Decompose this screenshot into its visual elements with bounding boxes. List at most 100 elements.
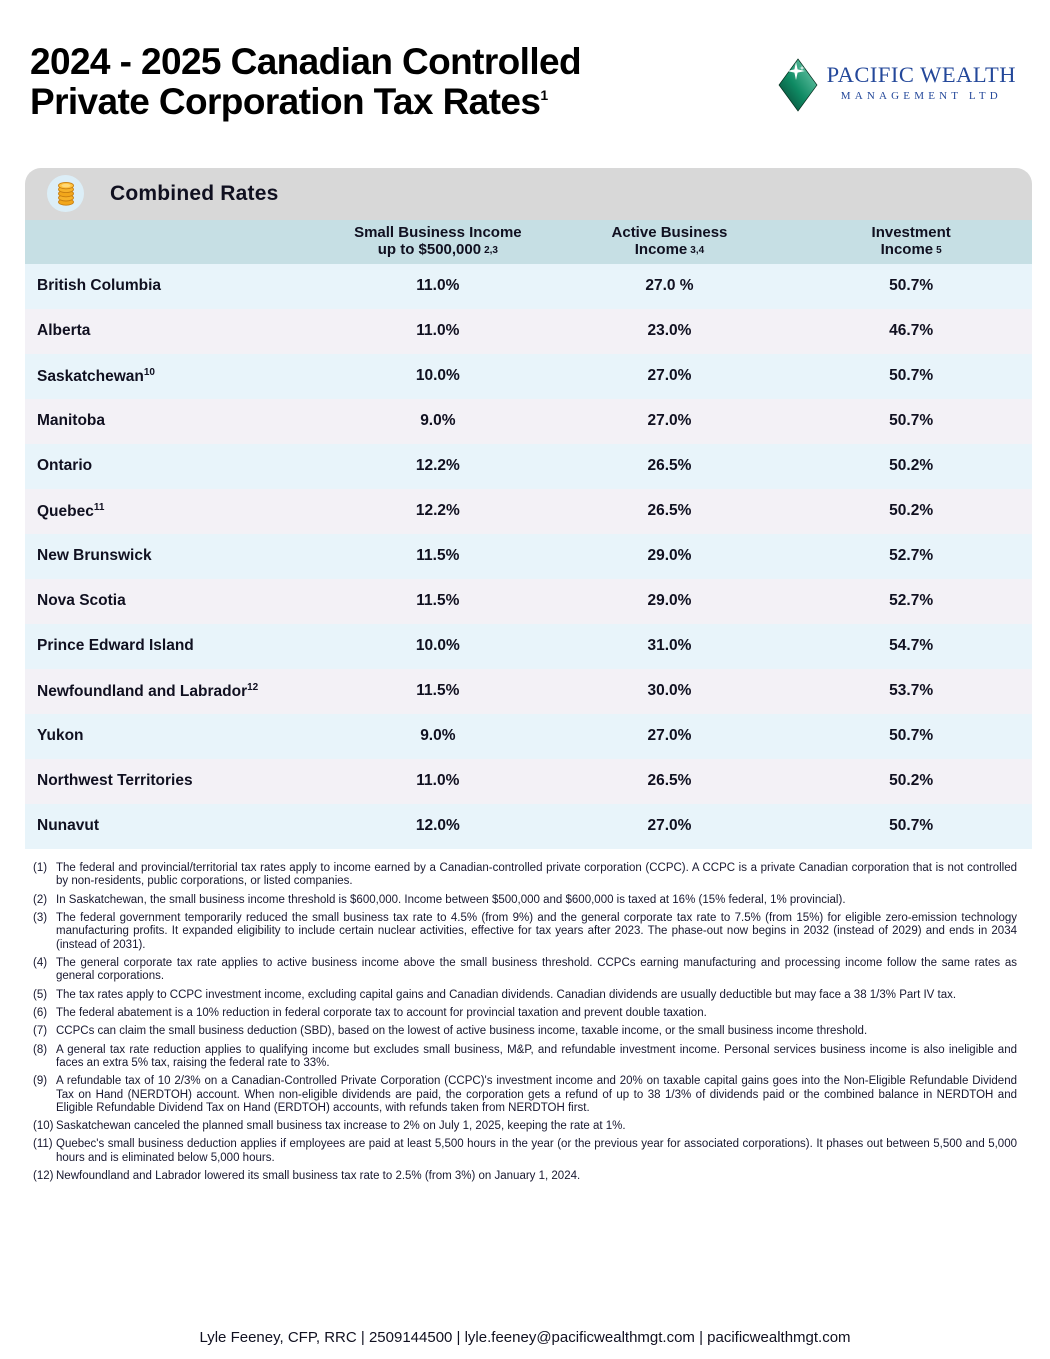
table-row: Saskatchewan10 10.0% 27.0% 50.7% — [25, 353, 1032, 399]
active-business-rate: 23.0% — [647, 322, 692, 340]
footnote-number: (8) — [33, 1043, 48, 1056]
province-name: Nova Scotia — [37, 592, 126, 610]
investment-rate: 50.7% — [889, 277, 934, 295]
footnote-text: In Saskatchewan, the small business inco… — [56, 893, 846, 906]
footnote-text: The federal and provincial/territorial t… — [56, 861, 1017, 888]
footnote-item: (7) CCPCs can claim the small business d… — [33, 1025, 1017, 1038]
footnote-text: Saskatchewan canceled the planned small … — [56, 1120, 626, 1133]
province-name: Northwest Territories — [37, 772, 193, 790]
table-row: Ontario 12.2% 26.5% 50.2% — [25, 443, 1032, 489]
page-title: 2024 - 2025 Canadian Controlled Private … — [30, 42, 582, 122]
combined-rates-header: Combined Rates — [25, 167, 1032, 220]
title-line-2: Private Corporation Tax Rates — [30, 80, 541, 122]
column-header-active-business: Active Business Income 3,4 — [611, 224, 728, 258]
active-business-rate: 27.0% — [647, 367, 692, 385]
footnote-item: (9) A refundable tax of 10 2/3% on a Can… — [33, 1075, 1017, 1115]
active-business-rate: 31.0% — [647, 637, 692, 655]
footnote-ref: 3,4 — [690, 244, 705, 256]
active-business-rate: 29.0% — [647, 592, 692, 610]
footnote-number: (12) — [33, 1170, 54, 1183]
footnote-text: The federal abatement is a 10% reduction… — [56, 1006, 707, 1019]
investment-rate: 52.7% — [889, 592, 934, 610]
province-name: Ontario — [37, 457, 93, 475]
small-business-rate: 11.5% — [416, 547, 460, 565]
footnote-number: (1) — [33, 861, 48, 874]
footnote-item: (1) The federal and provincial/territori… — [33, 862, 1017, 889]
column-header-investment: Investment Income 5 — [871, 224, 951, 258]
active-business-rate: 27.0% — [647, 727, 692, 745]
logo-company-name: PACIFIC WEALTH — [826, 62, 1016, 87]
footnote-number: (7) — [33, 1025, 48, 1038]
investment-rate: 50.7% — [889, 412, 934, 430]
small-business-rate: 11.5% — [416, 682, 460, 700]
footnote-item: (12) Newfoundland and Labrador lowered i… — [33, 1170, 1017, 1183]
footnote-text: CCPCs can claim the small business deduc… — [56, 1025, 868, 1038]
investment-rate: 46.7% — [889, 322, 934, 340]
small-business-rate: 10.0% — [415, 367, 460, 385]
footnote-ref: 5 — [936, 244, 942, 256]
active-business-rate: 30.0% — [647, 682, 692, 700]
investment-rate: 52.7% — [889, 547, 934, 565]
investment-rate: 50.2% — [889, 772, 934, 790]
table-row: Nova Scotia 11.5% 29.0% 52.7% — [25, 578, 1032, 624]
province-name: Newfoundland and Labrador — [37, 682, 248, 700]
contact-footer: Lyle Feeney, CFP, RRC | 2509144500 | lyl… — [199, 1329, 851, 1346]
small-business-rate: 12.2% — [415, 457, 460, 475]
footnote-text: Quebec's small business deduction applie… — [56, 1138, 1017, 1164]
footnote-text: A refundable tax of 10 2/3% on a Canadia… — [56, 1075, 1017, 1114]
table-row: Prince Edward Island 10.0% 31.0% 54.7% — [25, 623, 1032, 669]
footnote-ref: 11 — [93, 501, 105, 513]
investment-rate: 54.7% — [889, 637, 934, 655]
table-row: Newfoundland and Labrador12 11.5% 30.0% … — [25, 668, 1032, 714]
section-title: Combined Rates — [110, 181, 279, 205]
small-business-rate: 12.0% — [415, 817, 460, 835]
footnote-item: (3) The federal government temporarily r… — [33, 912, 1017, 952]
footnote-item: (5) The tax rates apply to CCPC investme… — [33, 989, 1017, 1002]
footnote-number: (11) — [33, 1138, 53, 1151]
table-row: British Columbia 11.0% 27.0 % 50.7% — [25, 263, 1032, 309]
footnote-item: (2) In Saskatchewan, the small business … — [33, 894, 1017, 907]
investment-rate: 50.2% — [889, 502, 934, 520]
footnote-number: (4) — [33, 956, 48, 969]
logo-text: PACIFIC WEALTH MANAGEMENT LTD — [827, 58, 1016, 102]
active-business-rate: 29.0% — [647, 547, 692, 565]
active-business-rate: 26.5% — [647, 502, 692, 520]
footnote-number: (6) — [33, 1006, 48, 1019]
active-business-rate: 26.5% — [647, 457, 692, 475]
column-header-small-business: Small Business Income up to $500,000 2,3 — [354, 224, 522, 258]
province-name: Prince Edward Island — [37, 637, 194, 655]
province-name: Quebec — [37, 502, 94, 520]
footnote-text: The tax rates apply to CCPC investment i… — [56, 988, 957, 1001]
active-business-rate: 27.0 % — [645, 277, 694, 295]
footnote-item: (4) The general corporate tax rate appli… — [33, 957, 1017, 984]
small-business-rate: 9.0% — [420, 727, 456, 745]
column-header-province — [25, 220, 327, 264]
coin-stack-icon — [47, 175, 84, 213]
investment-rate: 50.7% — [889, 727, 934, 745]
table-row: New Brunswick 11.5% 29.0% 52.7% — [25, 533, 1032, 579]
investment-rate: 50.7% — [889, 817, 934, 835]
footnote-item: (8) A general tax rate reduction applies… — [33, 1044, 1017, 1071]
diamond-logo-icon — [778, 58, 818, 112]
footnote-text: A general tax rate reduction applies to … — [56, 1043, 1017, 1069]
footnote-number: (9) — [33, 1075, 48, 1088]
footnote-number: (2) — [33, 893, 48, 906]
small-business-rate: 11.0% — [416, 277, 460, 295]
table-row: Quebec11 12.2% 26.5% 50.2% — [25, 488, 1032, 534]
table-row: Northwest Territories 11.0% 26.5% 50.2% — [25, 758, 1032, 804]
title-footnote-ref: 1 — [540, 86, 548, 103]
small-business-rate: 9.0% — [420, 412, 456, 430]
footnote-item: (10) Saskatchewan canceled the planned s… — [33, 1120, 1017, 1133]
small-business-rate: 10.0% — [415, 637, 460, 655]
table-header-row: Small Business Income up to $500,000 2,3 … — [25, 219, 1032, 264]
table-row: Alberta 11.0% 23.0% 46.7% — [25, 308, 1032, 354]
small-business-rate: 12.2% — [415, 502, 460, 520]
footnote-item: (6) The federal abatement is a 10% reduc… — [33, 1007, 1017, 1020]
footnote-item: (11) Quebec's small business deduction a… — [33, 1138, 1017, 1165]
province-name: Nunavut — [37, 817, 99, 835]
footnote-number: (3) — [33, 911, 48, 924]
province-name: Saskatchewan — [37, 367, 144, 385]
province-name: Manitoba — [37, 412, 106, 430]
province-name: New Brunswick — [37, 547, 152, 565]
small-business-rate: 11.0% — [416, 772, 460, 790]
